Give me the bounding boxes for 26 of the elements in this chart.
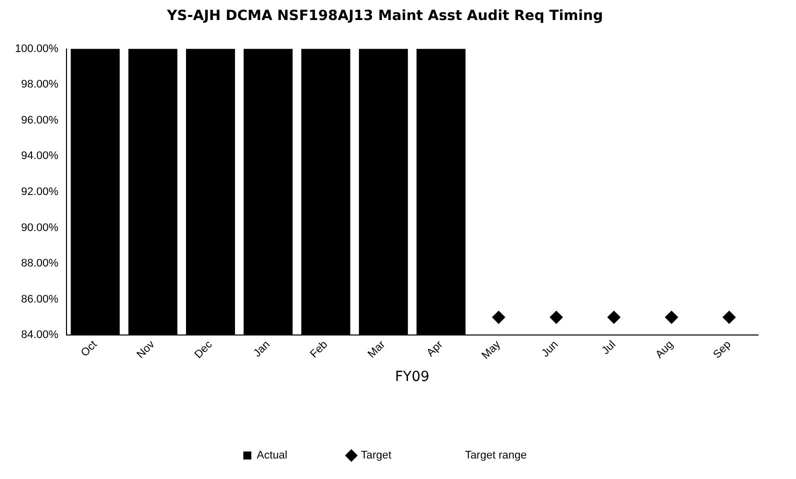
y-tick-label: 94.00% (21, 150, 59, 162)
y-tick-label: 92.00% (21, 186, 59, 198)
x-tick-label: Jun (540, 338, 561, 360)
x-tick-label: Nov (134, 338, 158, 361)
x-tick-label: Dec (192, 338, 216, 361)
x-tick-label: Mar (366, 338, 388, 361)
x-tick-label: Jul (600, 338, 618, 358)
y-tick-label: 86.00% (21, 293, 59, 306)
chart-title: YS-AJH DCMA NSF198AJ13 Maint Asst Audit Req Timing (166, 8, 604, 24)
y-tick-label: 90.00% (21, 222, 59, 234)
y-tick-label: 98.00% (21, 78, 59, 91)
legend-label: Actual (256, 450, 288, 462)
x-tick-label: Feb (308, 338, 330, 361)
x-tick-label: Oct (78, 338, 100, 360)
y-tick-label: 88.00% (21, 258, 59, 270)
x-axis-title: FY09 (395, 369, 430, 386)
x-tick-label: May (480, 338, 504, 362)
y-tick-label: 100.00% (14, 42, 59, 55)
y-tick-label: 84.00% (21, 329, 59, 342)
x-tick-label: Sep (711, 338, 734, 361)
legend-label: Target (360, 450, 392, 462)
text: Target range (464, 450, 527, 462)
x-tick-label: Apr (424, 338, 446, 360)
x-tick-label: Aug (653, 338, 676, 361)
x-tick-label: Jan (251, 338, 272, 360)
y-tick-label: 96.00% (21, 114, 59, 126)
